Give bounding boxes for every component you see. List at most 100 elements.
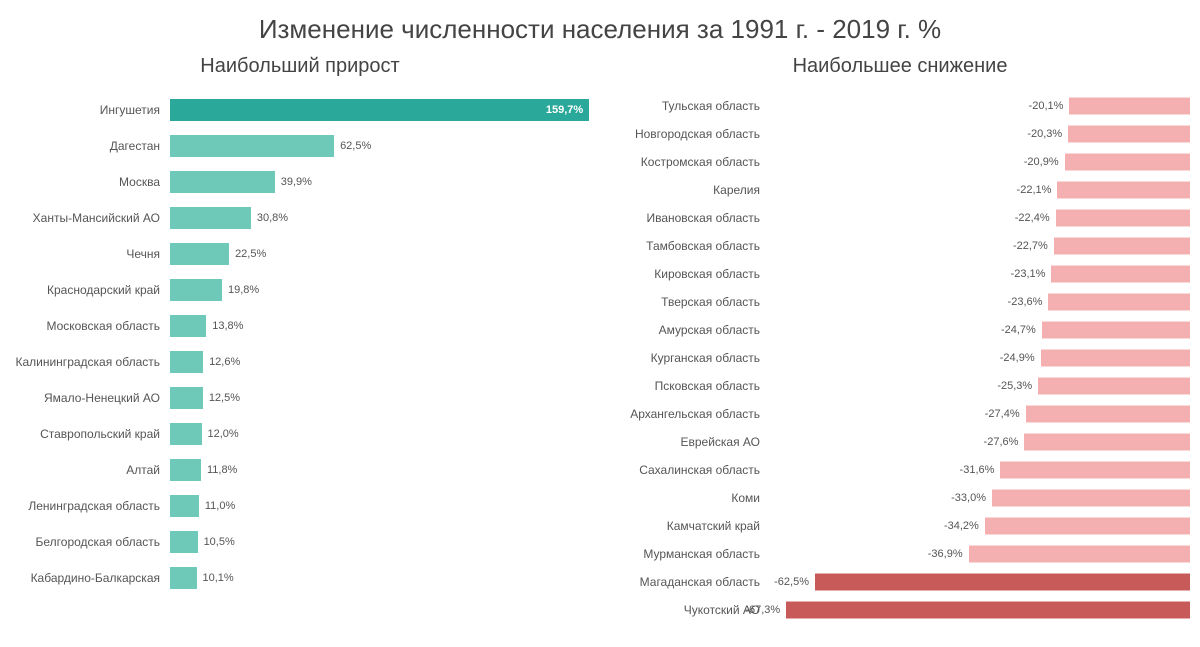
bar-track: 19,8% [170,272,590,308]
bar[interactable] [1042,322,1190,339]
bar-track: -24,9% [770,344,1190,372]
bar-track: 11,8% [170,452,590,488]
bar-row: Москва 39,9% [10,164,590,200]
bar-row: Белгородская область 10,5% [10,524,590,560]
bar[interactable] [969,546,1190,563]
bar[interactable] [1065,154,1190,171]
bar-track: 12,0% [170,416,590,452]
value-label: -22,4% [1015,212,1050,224]
value-label: 12,6% [209,356,240,368]
bar-row: Ивановская область -22,4% [610,204,1190,232]
bar[interactable] [170,459,201,481]
value-label: 39,9% [281,176,312,188]
value-label: -23,6% [1008,296,1043,308]
bar[interactable] [170,207,251,229]
bar[interactable] [985,518,1190,535]
bar-track: 12,5% [170,380,590,416]
bar[interactable] [1038,378,1190,395]
value-label: 12,5% [209,392,240,404]
bar[interactable] [170,351,203,373]
bar-track: -31,6% [770,456,1190,484]
category-label: Ставропольский край [10,427,170,441]
value-label: 10,5% [204,536,235,548]
bar[interactable] [1056,210,1190,227]
category-label: Курганская область [610,351,770,365]
bar-track: -36,9% [770,540,1190,568]
category-label: Белгородская область [10,535,170,549]
bar[interactable] [170,495,199,517]
bar[interactable] [170,315,206,337]
bar[interactable] [1068,126,1190,143]
value-label: -20,3% [1027,128,1062,140]
bar-row: Сахалинская область-31,6% [610,456,1190,484]
bar-row: Тульская область-20,1% [610,92,1190,120]
category-label: Москва [10,175,170,189]
category-label: Еврейская АО [610,435,770,449]
bar-row: Камчатский край-34,2% [610,512,1190,540]
bar-track: -27,4% [770,400,1190,428]
bar[interactable] [170,171,275,193]
bar[interactable] [1051,266,1190,283]
value-label: -36,9% [928,548,963,560]
bar[interactable] [815,574,1190,591]
right-subtitle: Наибольшее снижение [610,55,1190,78]
bar-row: Московская область13,8% [10,308,590,344]
bar-track: 159,7% [170,92,590,128]
category-label: Алтай [10,463,170,477]
bar-track: -22,7% [770,232,1190,260]
bar-track: 30,8% [170,200,590,236]
bar[interactable] [1026,406,1190,423]
category-label: Коми [610,491,770,505]
bar[interactable] [786,602,1190,619]
bar-track: 39,9% [170,164,590,200]
bar[interactable] [1041,350,1190,367]
left-rows: Ингушетия159,7%Дагестан62,5%Москва39,9%Х… [10,92,590,596]
bar-track: -23,1% [770,260,1190,288]
bar[interactable] [170,423,202,445]
bar[interactable] [1069,98,1190,115]
bar[interactable] [170,387,203,409]
value-label: -31,6% [960,464,995,476]
bar-row: Архангельская область-27,4% [610,400,1190,428]
bar[interactable] [170,279,222,301]
value-label: -22,1% [1017,184,1052,196]
bar[interactable] [170,567,197,589]
bar[interactable] [1057,182,1190,199]
bar-row: Ставропольский край12,0% [10,416,590,452]
bar-row: Дагестан62,5% [10,128,590,164]
bar-track: -20,3% [770,120,1190,148]
right-chart: Наибольшее снижение Тульская область-20,… [600,51,1200,624]
value-label: -20,9% [1024,156,1059,168]
category-label: Тверская область [610,295,770,309]
category-label: Новгородская область [610,127,770,141]
bar-row: Псковская область-25,3% [610,372,1190,400]
bar[interactable] [1048,294,1190,311]
bar-row: Тверская область -23,6% [610,288,1190,316]
bar-row: Алтай11,8% [10,452,590,488]
right-rows: Тульская область-20,1% Новгородская облас… [610,92,1190,624]
bar[interactable] [170,135,334,157]
value-label: 19,8% [228,284,259,296]
value-label: 22,5% [235,248,266,260]
bar-row: Еврейская АО-27,6% [610,428,1190,456]
bar-row: Амурская область-24,7% [610,316,1190,344]
bar-track: -22,1% [770,176,1190,204]
value-label: 159,7% [546,104,583,116]
category-label: Ямало-Ненецкий АО [10,391,170,405]
category-label: Краснодарский край [10,283,170,297]
category-label: Ивановская область [610,211,770,225]
bar[interactable] [1054,238,1190,255]
bar-track: 11,0% [170,488,590,524]
value-label: -20,1% [1029,100,1064,112]
category-label: Амурская область [610,323,770,337]
bar[interactable] [1024,434,1190,451]
bar[interactable] [1000,462,1190,479]
bar[interactable] [170,531,198,553]
bar[interactable] [170,243,229,265]
bar[interactable] [992,490,1190,507]
bar-row: Ханты-Мансийский АО30,8% [10,200,590,236]
bar-track: -23,6% [770,288,1190,316]
bar-track: -27,6% [770,428,1190,456]
bar[interactable]: 159,7% [170,99,589,121]
bar-track: 10,1% [170,560,590,596]
